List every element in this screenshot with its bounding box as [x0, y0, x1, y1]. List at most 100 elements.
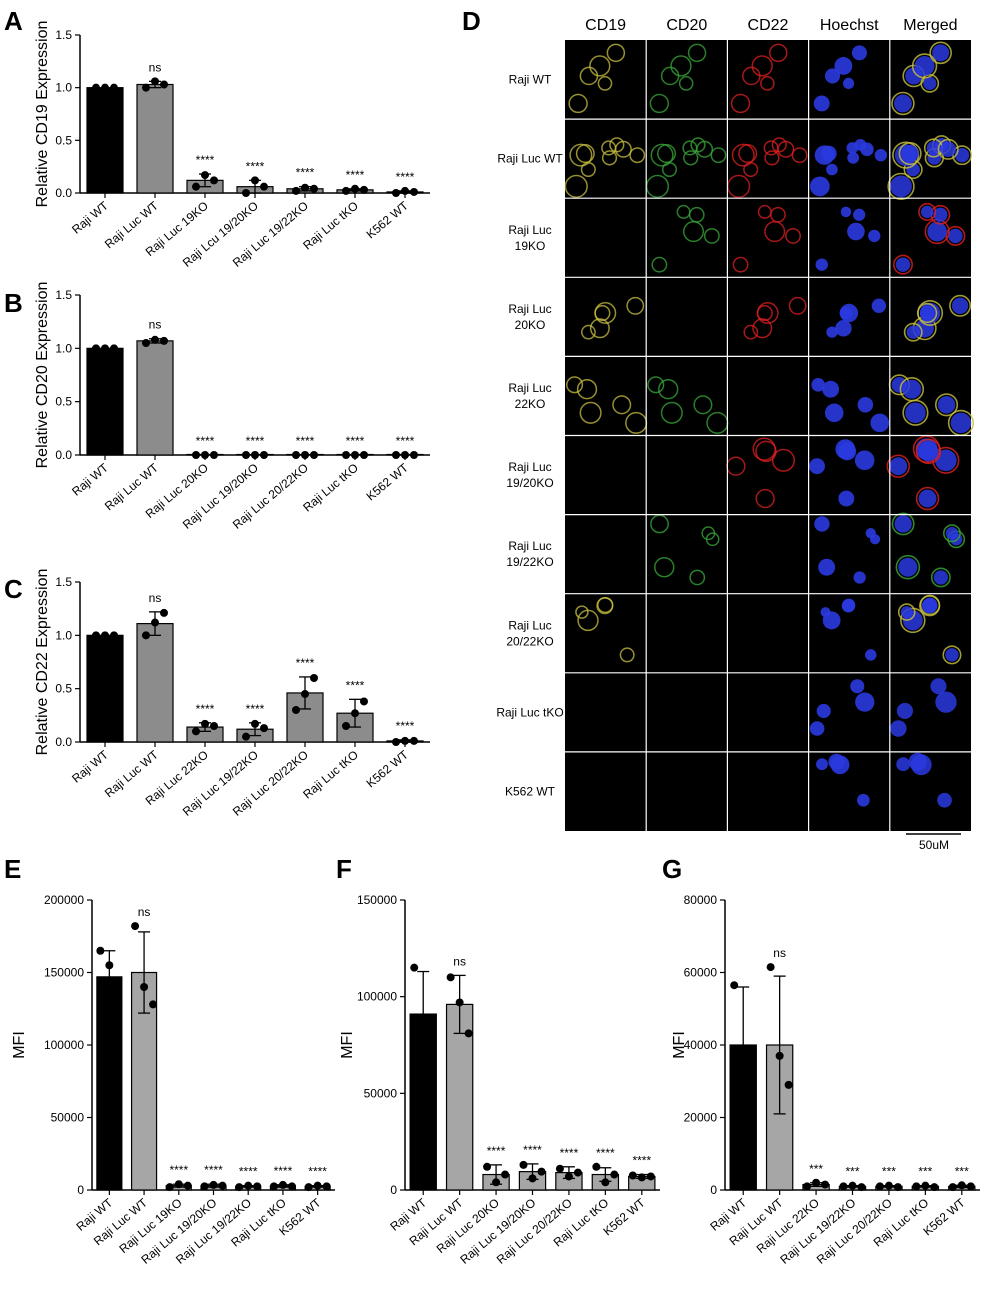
- cell-nucleus: [895, 257, 911, 272]
- cell-nucleus: [950, 412, 972, 434]
- y-tick-label: 0.0: [55, 186, 72, 200]
- cell-nucleus: [918, 489, 937, 508]
- scale-bar-label: 50uM: [919, 838, 949, 852]
- cell-nucleus: [857, 397, 874, 413]
- data-point: [142, 631, 150, 640]
- data-point: [310, 451, 318, 459]
- cell-membrane: [898, 142, 922, 166]
- significance-label: ***: [809, 1162, 823, 1176]
- x-tick-label: K562 WT: [600, 1195, 648, 1238]
- cell-membrane: [651, 256, 668, 273]
- data-point: [537, 1167, 546, 1176]
- cell-nucleus: [838, 490, 855, 507]
- cell-nucleus: [828, 753, 845, 770]
- significance-label: ****: [169, 1163, 188, 1177]
- cell-membrane: [654, 556, 675, 578]
- cell-nucleus: [889, 457, 908, 476]
- cell-nucleus: [855, 692, 875, 712]
- significance-label: ns: [138, 905, 151, 919]
- cell-nucleus: [951, 297, 969, 314]
- cell-membrane: [690, 137, 706, 153]
- cell-membrane: [575, 605, 589, 619]
- cell-membrane: [732, 256, 749, 273]
- data-point: [342, 722, 350, 730]
- data-point: [957, 1181, 966, 1190]
- chart-panel-a: 0.0 0.5 1.0 1.5 Relative CD19 Expression Raji…: [34, 21, 430, 270]
- cell-membrane: [676, 204, 691, 219]
- y-tick-label: 1.0: [55, 341, 72, 355]
- cell-nucleus: [841, 598, 856, 613]
- cell-membrane: [902, 64, 926, 88]
- y-tick-label: 0.0: [55, 448, 72, 462]
- cell-membrane: [769, 43, 788, 63]
- cell-nucleus: [820, 607, 831, 618]
- significance-label: ****: [239, 1165, 258, 1179]
- data-point: [410, 963, 419, 972]
- data-point: [893, 1183, 902, 1192]
- data-point: [210, 451, 218, 459]
- y-tick-label: 50000: [51, 1111, 85, 1125]
- data-point: [218, 1181, 227, 1190]
- column-header: CD22: [748, 17, 789, 34]
- data-point: [555, 1164, 564, 1173]
- cell-nucleus: [890, 175, 912, 198]
- data-point: [251, 719, 259, 728]
- data-point: [192, 451, 200, 459]
- column-header: CD19: [585, 17, 626, 34]
- data-point: [492, 1178, 501, 1187]
- cell-membrane: [589, 55, 611, 77]
- cell-membrane: [942, 645, 962, 665]
- cell-membrane: [596, 597, 614, 615]
- cell-membrane: [897, 603, 916, 621]
- data-point: [419, 1035, 428, 1044]
- data-point: [803, 1182, 812, 1191]
- cell-nucleus: [822, 380, 840, 398]
- cell-membrane: [915, 438, 942, 465]
- y-tick-label: 0: [710, 1183, 717, 1197]
- cell-membrane: [619, 647, 635, 663]
- significance-label: ****: [204, 1163, 223, 1177]
- cell-membrane: [757, 204, 772, 219]
- row-label: Raji WT: [509, 73, 552, 87]
- y-axis-label: MFI: [339, 1031, 356, 1059]
- cell-membrane: [579, 401, 602, 424]
- cell-nucleus: [842, 77, 855, 89]
- cell-membrane: [564, 174, 588, 198]
- cell-nucleus: [948, 228, 963, 244]
- cell-membrane: [788, 296, 807, 315]
- significance-label: ****: [196, 153, 215, 167]
- cell-membrane: [703, 227, 720, 244]
- y-tick-label: 100000: [44, 1038, 84, 1052]
- cell-membrane: [650, 514, 669, 534]
- cell-nucleus: [840, 206, 852, 218]
- cell-membrane: [730, 93, 751, 114]
- significance-label: ****: [396, 719, 415, 733]
- cell-membrane: [771, 448, 796, 472]
- data-point: [209, 1180, 218, 1189]
- cell-membrane: [903, 322, 923, 342]
- significance-label: ****: [296, 166, 315, 180]
- cell-membrane: [887, 172, 915, 201]
- data-point: [601, 1178, 610, 1187]
- cell-membrane: [576, 379, 598, 400]
- data-point: [784, 1080, 793, 1089]
- cell-membrane: [791, 147, 808, 164]
- data-point: [192, 727, 200, 736]
- cell-membrane: [594, 304, 611, 322]
- cell-nucleus: [835, 320, 852, 337]
- data-point: [160, 80, 168, 89]
- data-point: [105, 961, 114, 970]
- cell-membrane: [892, 254, 913, 275]
- data-point: [201, 719, 209, 728]
- cell-membrane: [899, 377, 925, 402]
- row-label: 20KO: [515, 318, 546, 332]
- cell-nucleus: [923, 76, 937, 90]
- data-point: [110, 83, 118, 92]
- cell-membrane: [945, 225, 966, 246]
- cell-membrane: [731, 143, 755, 167]
- data-point: [455, 998, 464, 1007]
- cell-membrane: [895, 554, 921, 580]
- cell-membrane: [764, 150, 780, 166]
- data-point: [174, 1180, 183, 1189]
